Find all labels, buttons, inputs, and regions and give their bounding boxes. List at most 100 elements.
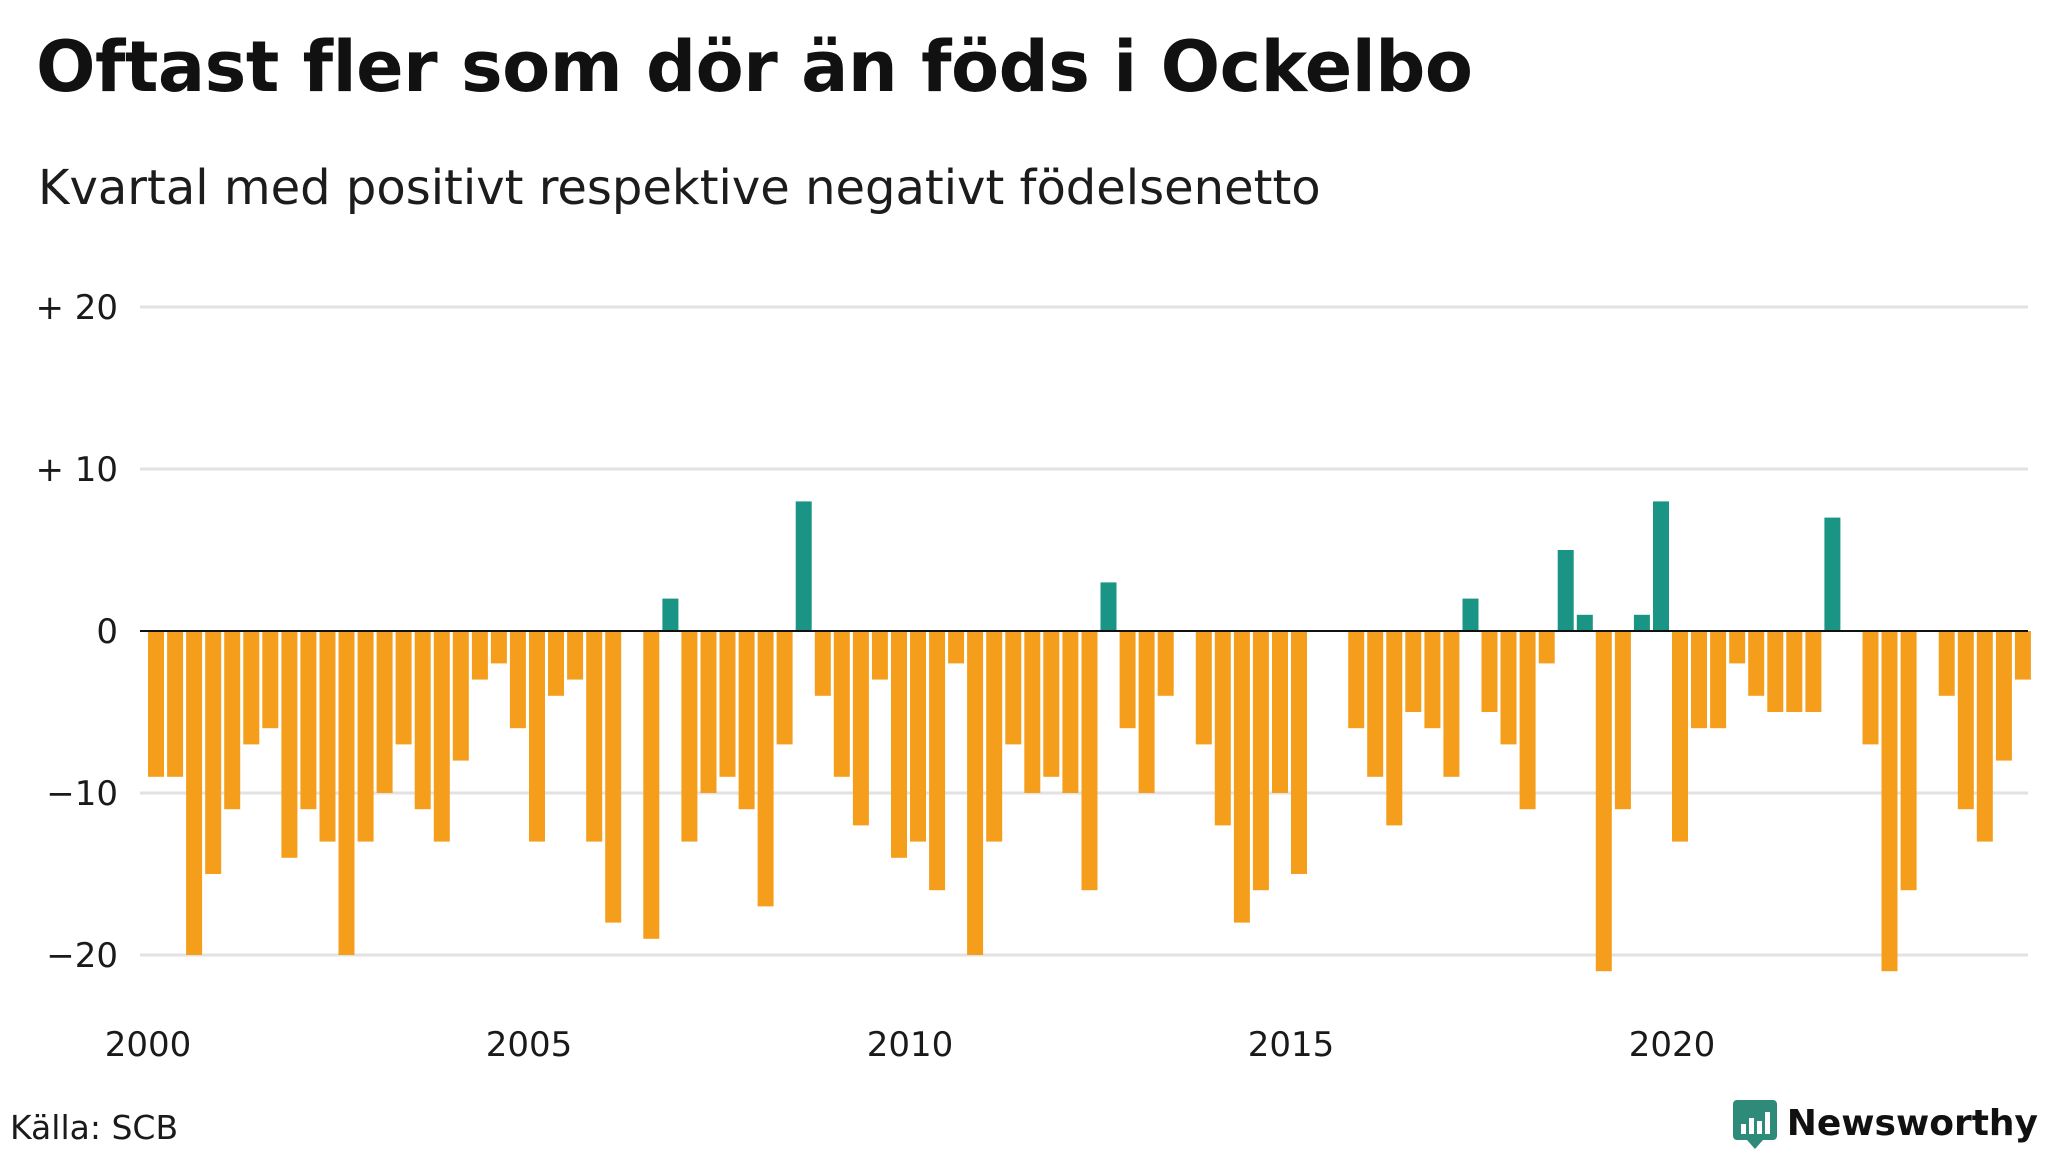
bar: [529, 631, 545, 842]
chart-subtitle: Kvartal med positivt respektive negativt…: [38, 160, 1321, 216]
y-tick-label: −10: [46, 774, 118, 814]
bar: [605, 631, 622, 923]
bar: [262, 631, 279, 729]
bar: [967, 631, 984, 955]
bar: [490, 631, 507, 664]
source-note: Källa: SCB: [10, 1108, 179, 1147]
bar: [243, 631, 260, 745]
bar: [281, 631, 298, 858]
bar: [1214, 631, 1231, 826]
bar: [300, 631, 317, 810]
bar: [414, 631, 431, 810]
bar: [1595, 631, 1612, 972]
bar: [1062, 631, 1079, 793]
bar: [1138, 631, 1155, 793]
bar: [357, 631, 374, 842]
bar: [205, 631, 222, 874]
brand-logo: Newsworthy: [1732, 1098, 2038, 1150]
bar: [567, 631, 584, 680]
bar: [1424, 631, 1441, 729]
bar: [1881, 631, 1898, 972]
x-tick-label: 2000: [105, 1025, 192, 1065]
y-tick-label: −20: [46, 936, 118, 976]
bar: [148, 631, 164, 777]
bar: [509, 631, 526, 729]
bar: [662, 598, 679, 631]
bar: [224, 631, 241, 810]
bar: [1195, 631, 1212, 745]
bar: [738, 631, 755, 810]
bar: [1538, 631, 1555, 664]
bar: [871, 631, 888, 680]
bar: [1500, 631, 1517, 745]
bar: [1024, 631, 1041, 793]
bar: [1938, 631, 1955, 696]
bar: [1519, 631, 1536, 810]
bar: [1633, 614, 1650, 631]
newsworthy-logo-icon: [1732, 1100, 1777, 1149]
bar: [338, 631, 355, 955]
bar: [1348, 631, 1365, 729]
bar: [1367, 631, 1384, 777]
bar: [1729, 631, 1746, 664]
bar: [719, 631, 736, 777]
bar: [1862, 631, 1879, 745]
bar: [814, 631, 831, 696]
bar: [395, 631, 412, 745]
x-tick-label: 2010: [867, 1025, 954, 1065]
y-axis-tick-labels: + 20 + 10 0 −10 −20: [35, 288, 118, 976]
bar: [452, 631, 469, 761]
bar: [700, 631, 717, 793]
x-tick-label: 2015: [1248, 1025, 1335, 1065]
bar: [1252, 631, 1269, 891]
bar: [1272, 631, 1288, 793]
bar: [1405, 631, 1422, 712]
bar: [681, 631, 698, 842]
bar: [1386, 631, 1403, 826]
bar: [1653, 501, 1669, 631]
bar: [1767, 631, 1784, 712]
bar: [1043, 631, 1060, 777]
bar: [852, 631, 869, 826]
bar: [1557, 550, 1574, 631]
bar: [1462, 598, 1479, 631]
bar: [1233, 631, 1250, 923]
bar: [1100, 582, 1117, 631]
bar: [1976, 631, 1993, 842]
bar: [1481, 631, 1498, 712]
bar: [948, 631, 965, 664]
chart-title: Oftast fler som dör än föds i Ockelbo: [36, 26, 1473, 108]
bar: [1081, 631, 1098, 891]
bar: [186, 631, 203, 955]
bar: [986, 631, 1003, 842]
bar: [776, 631, 793, 745]
bar: [1710, 631, 1727, 729]
bar: [1291, 631, 1307, 874]
bar: [1995, 631, 2012, 761]
bar: [1672, 631, 1688, 842]
bar: [1576, 614, 1593, 631]
bar: [471, 631, 488, 680]
bars: [148, 501, 2031, 972]
bar: [1119, 631, 1136, 729]
y-tick-label: + 10: [35, 450, 118, 490]
bar: [167, 631, 184, 777]
bar: [795, 501, 812, 631]
bar: [1748, 631, 1765, 696]
bar: [433, 631, 450, 842]
bar: [910, 631, 926, 842]
bar: [1900, 631, 1917, 891]
bar: [1786, 631, 1803, 712]
bar: [929, 631, 946, 891]
bar: [757, 631, 774, 907]
bar: [833, 631, 850, 777]
bar: [2014, 631, 2031, 680]
bar: [548, 631, 564, 696]
bar: [1691, 631, 1707, 729]
bar: [1157, 631, 1174, 696]
x-axis-tick-labels: 2000 2005 2010 2015 2020: [105, 1025, 1716, 1065]
bar: [1443, 631, 1460, 777]
y-tick-label: + 20: [35, 288, 118, 328]
bar: [1614, 631, 1631, 810]
